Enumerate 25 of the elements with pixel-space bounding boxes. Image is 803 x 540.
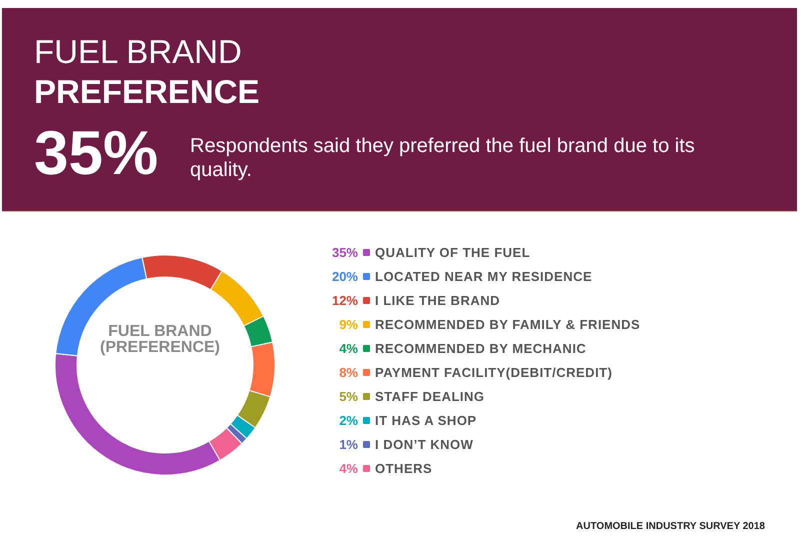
chart-title: FUEL BRAND PREFERENCE bbox=[34, 32, 261, 112]
legend-label: QUALITY OF THE FUEL bbox=[375, 244, 530, 260]
legend-label: PAYMENT FACILITY(DEBIT/CREDIT) bbox=[375, 364, 612, 380]
legend-label: I LIKE THE BRAND bbox=[375, 292, 500, 308]
data-label: 5% bbox=[338, 388, 358, 404]
data-label: 4% bbox=[338, 340, 358, 356]
data-label: 8% bbox=[338, 364, 358, 380]
text: 35% bbox=[34, 118, 158, 189]
data-label: 9% bbox=[338, 316, 358, 332]
text: AUTOMOBILE INDUSTRY SURVEY 2018 bbox=[576, 521, 765, 532]
legend-label: RECOMMENDED BY FAMILY & FRIENDS bbox=[375, 316, 640, 332]
legend-label: OTHERS bbox=[375, 460, 432, 476]
data-label: 2% bbox=[338, 412, 358, 428]
text: Respondents said they preferred the fuel brand due to its quality. bbox=[190, 134, 696, 182]
legend-label: STAFF DEALING bbox=[375, 388, 485, 404]
data-label: 20% bbox=[330, 268, 358, 284]
data-label: 12% bbox=[330, 292, 358, 308]
legend-label: LOCATED NEAR MY RESIDENCE bbox=[375, 268, 592, 284]
legend-label: IT HAS A SHOP bbox=[375, 412, 477, 428]
data-label: 1% bbox=[338, 436, 358, 452]
legend-label: RECOMMENDED BY MECHANIC bbox=[375, 340, 586, 356]
data-label: 35% bbox=[330, 244, 358, 260]
legend-label: I DON’T KNOW bbox=[375, 436, 474, 452]
data-label: 4% bbox=[338, 460, 358, 476]
text: FUEL BRAND (PREFERENCE) bbox=[98, 323, 221, 356]
